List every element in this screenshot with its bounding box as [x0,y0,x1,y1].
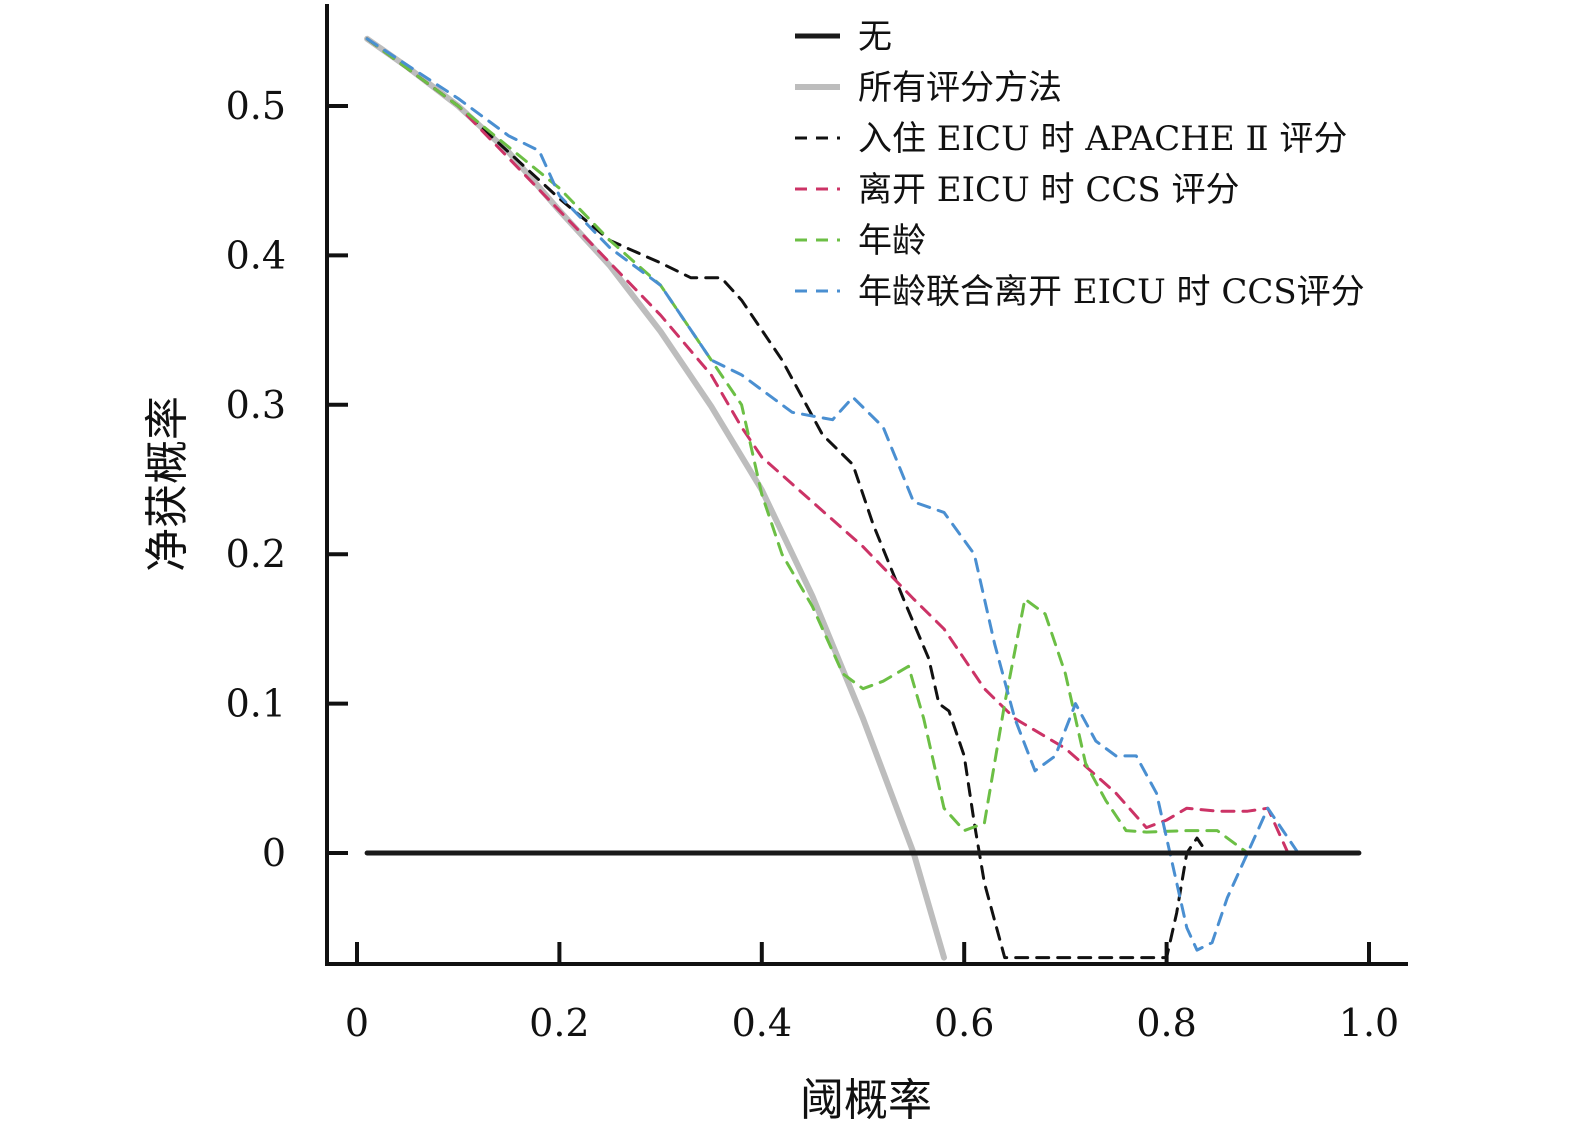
y-axis-title: 净获概率 [142,396,193,572]
legend-label-3: 离开 EICU 时 CCS 评分 [858,170,1239,210]
axes [325,4,1408,966]
x-tick-label: 1.0 [1339,1001,1399,1045]
ticks: 0 0.2 0.4 0.6 0.8 1.0 0 0.1 0.2 0.3 0.4 0.5 [226,84,1400,1045]
y-tick-label: 0.2 [226,532,286,576]
series-line-5 [365,37,1361,952]
x-tick-label: 0.4 [732,1001,792,1045]
y-tick-label: 0.4 [226,233,286,277]
y-tick-label: 0.3 [226,383,286,427]
y-tick-label: 0.1 [226,682,286,726]
series-line-3 [365,37,1361,855]
y-tick-label: 0 [262,831,286,875]
x-tick-label: 0.8 [1136,1001,1196,1045]
legend-label-4: 年龄 [858,221,926,261]
x-axis-title: 阈概率 [800,1075,932,1126]
x-tick-label: 0 [345,1001,369,1045]
legend-label-2: 入住 EICU 时 APACHE Ⅱ 评分 [858,119,1347,159]
series-line-4 [365,37,1361,855]
y-tick-label: 0.5 [226,84,286,128]
legend-label-5: 年龄联合离开 EICU 时 CCS评分 [858,272,1365,312]
legend-label-1: 所有评分方法 [858,68,1062,108]
legend-label-0: 无 [858,17,892,57]
x-tick-label: 0.6 [934,1001,994,1045]
x-tick-label: 0.2 [529,1001,589,1045]
plot-lines [364,35,1362,961]
